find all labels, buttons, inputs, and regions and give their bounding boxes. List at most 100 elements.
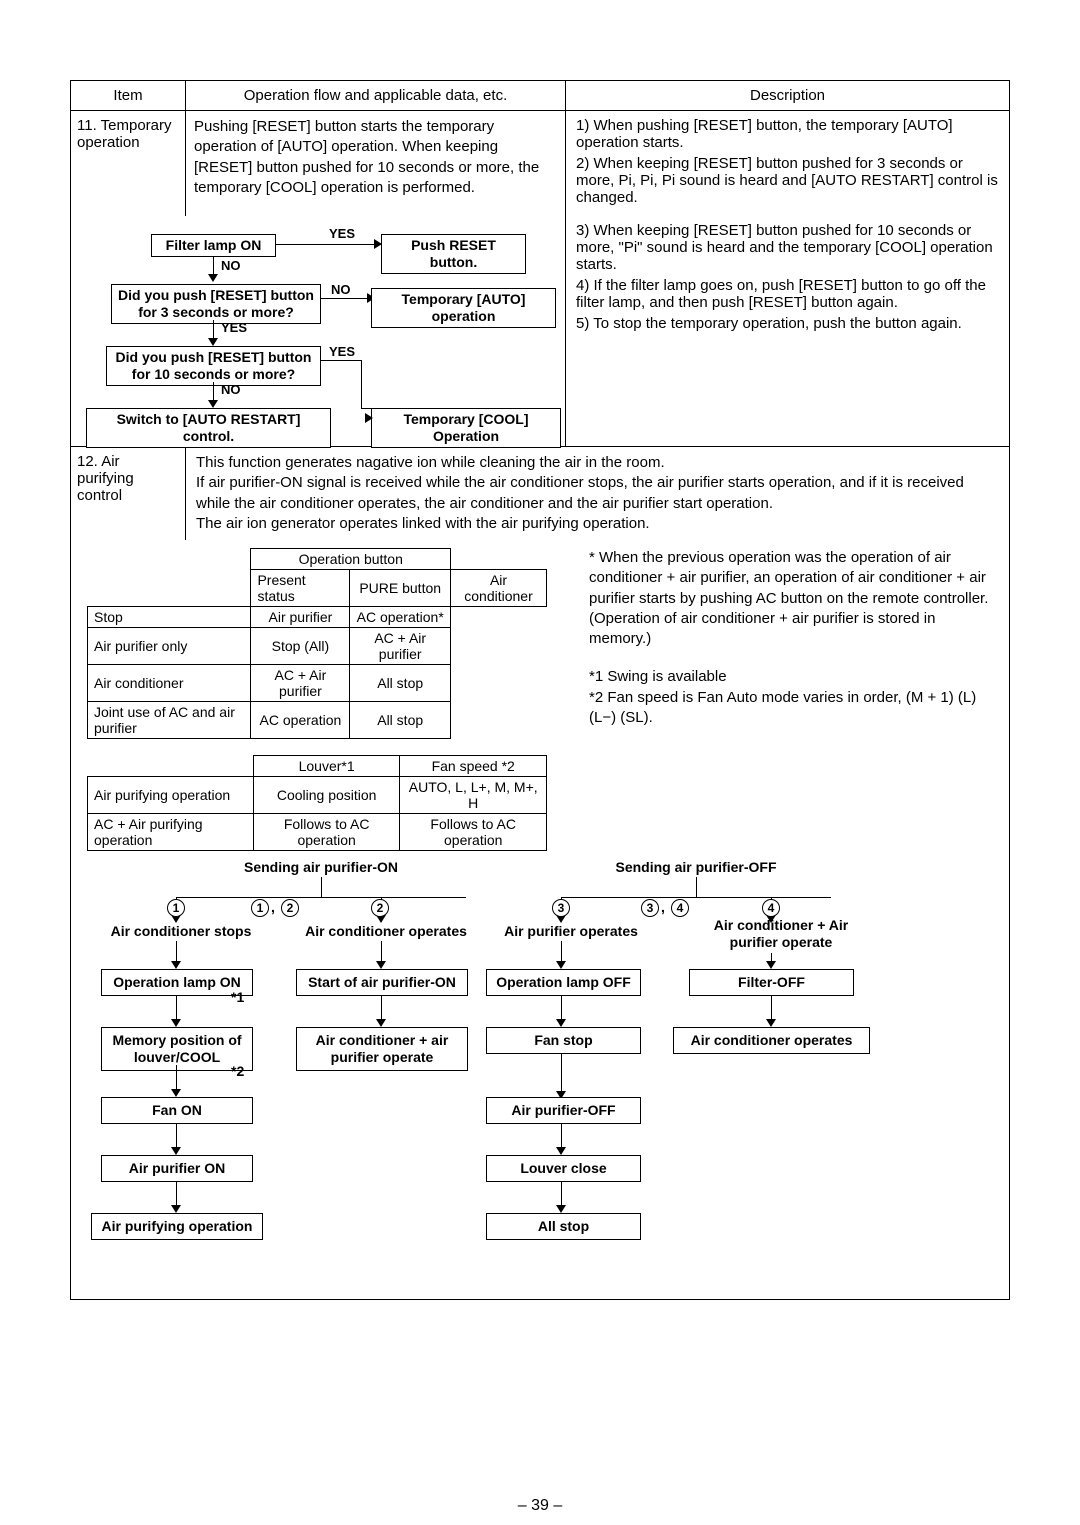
box-all-stop: All stop — [486, 1213, 641, 1240]
box-auto-restart: Switch to [AUTO RESTART] control. — [86, 408, 331, 448]
box-filter-lamp: Filter lamp ON — [151, 234, 276, 257]
txt-send-on: Sending air purifier-ON — [221, 859, 421, 876]
sec11-d4: 4) If the filter lamp goes on, push [RES… — [576, 277, 999, 311]
sec12-intro-text: This function generates nagative ion whi… — [196, 453, 999, 534]
line — [696, 877, 697, 897]
box-auto-op: Temporary [AUTO] operation — [371, 288, 556, 328]
circ-3b: 3 — [641, 899, 659, 917]
txt-ac-operates: Air conditioner operates — [291, 923, 481, 940]
sec11-d3: 3) When keeping [RESET] button pushed fo… — [576, 222, 999, 273]
arrow-down-icon — [376, 1019, 386, 1027]
cell: Air purifier — [251, 607, 350, 628]
arrow-down-icon — [208, 338, 218, 346]
sec11-desc-col2: 3) When keeping [RESET] button pushed fo… — [566, 216, 1009, 446]
arrow-down-icon — [556, 1205, 566, 1213]
star1: *1 Swing is available — [589, 667, 997, 687]
lbl-yes: YES — [329, 226, 355, 241]
louver-table: Louver*1 Fan speed *2 Air purifying oper… — [87, 755, 547, 851]
arrow-down-icon — [766, 961, 776, 969]
state-table: Operation button Present status PURE but… — [87, 548, 547, 739]
cell: AC operation* — [350, 607, 451, 628]
arrow-down-icon — [766, 1019, 776, 1027]
line — [381, 995, 382, 1021]
txt-ac-stops: Air conditioner stops — [91, 923, 271, 940]
cell: Follows to AC operation — [400, 814, 547, 851]
box-louver-close: Louver close — [486, 1155, 641, 1182]
arrow-right-icon — [365, 413, 373, 423]
sec11-d2: 2) When keeping [RESET] button pushed fo… — [576, 155, 999, 206]
line — [176, 1065, 177, 1091]
box-ap-oper: Air purifying operation — [91, 1213, 263, 1240]
line — [361, 408, 371, 409]
sec11-item: 11. Temporary operation — [71, 111, 186, 216]
arrow-down-icon — [208, 274, 218, 282]
box-fan-stop: Fan stop — [486, 1027, 641, 1054]
hdr-flow: Operation flow and applicable data, etc. — [186, 81, 566, 111]
circ-4a: 4 — [671, 899, 689, 917]
cell: Fan speed *2 — [400, 756, 547, 777]
arrow-down-icon — [171, 1205, 181, 1213]
cell: AC operation — [251, 702, 350, 739]
t1-present: Present status — [251, 570, 350, 607]
line — [321, 298, 369, 299]
txt-ac-ap-operate: Air conditioner + Air purifier operate — [696, 917, 866, 951]
t1-ac: Air conditioner — [451, 570, 547, 607]
arrow-down-icon — [171, 1019, 181, 1027]
box-cool-op: Temporary [COOL] Operation — [371, 408, 561, 448]
circ-2: 2 — [371, 899, 389, 917]
line — [213, 382, 214, 402]
circ-2a: 2 — [281, 899, 299, 917]
line — [381, 941, 382, 963]
section-11-flow: Filter lamp ON Push RESET button. YES NO… — [71, 216, 1009, 447]
line — [561, 1181, 562, 1207]
line — [561, 1123, 562, 1149]
cell: All stop — [350, 665, 451, 702]
line — [321, 360, 361, 361]
line — [771, 995, 772, 1021]
lbl-no3: NO — [221, 382, 241, 397]
cell: Air purifying operation — [88, 777, 254, 814]
box-op-lamp-off: Operation lamp OFF — [486, 969, 641, 996]
box-filter-off: Filter-OFF — [689, 969, 854, 996]
arrow-down-icon — [171, 1147, 181, 1155]
sec11-item-text: 11. Temporary operation — [77, 117, 179, 151]
circ-1b: 1 — [251, 899, 269, 917]
box-fan-on: Fan ON — [101, 1097, 253, 1124]
txt-send-off: Sending air purifier-OFF — [596, 859, 796, 876]
line — [176, 1123, 177, 1149]
txt-ap-operates: Air purifier operates — [486, 923, 656, 940]
cell: Air conditioner — [88, 665, 251, 702]
arrow-down-icon — [556, 961, 566, 969]
circ-4: 4 — [762, 899, 780, 917]
section-11-intro: 11. Temporary operation Pushing [RESET] … — [71, 111, 1009, 216]
circ-3: 3 — [552, 899, 570, 917]
circ-1: 1 — [167, 899, 185, 917]
box-start-ap: Start of air purifier-ON — [296, 969, 468, 996]
cell: Joint use of AC and air purifier — [88, 702, 251, 739]
star2-label: *2 — [231, 1063, 244, 1080]
sec12-item-text: 12. Air purifying control — [77, 453, 179, 504]
sec11-d5: 5) To stop the temporary operation, push… — [576, 315, 999, 332]
section-12-top: 12. Air purifying control This function … — [71, 447, 1009, 540]
box-q3s: Did you push [RESET] button for 3 second… — [111, 284, 321, 324]
arrow-down-icon — [556, 1019, 566, 1027]
flow11-canvas: Filter lamp ON Push RESET button. YES NO… — [71, 216, 566, 446]
arrow-down-icon — [376, 961, 386, 969]
box-ap-off: Air purifier-OFF — [486, 1097, 641, 1124]
arrow-down-icon — [208, 400, 218, 408]
right-note: * When the previous operation was the op… — [589, 548, 997, 649]
line — [176, 995, 177, 1021]
line — [561, 1053, 562, 1093]
t1-pure: PURE button — [350, 570, 451, 607]
tables-right-notes: * When the previous operation was the op… — [571, 540, 1009, 859]
box-ac-ap-op2: Air conditioner + air purifier operate — [296, 1027, 468, 1071]
sec11-desc-col: 1) When pushing [RESET] button, the temp… — [566, 111, 1009, 216]
line — [561, 897, 831, 898]
sec12-item: 12. Air purifying control — [71, 447, 186, 540]
line — [276, 244, 381, 245]
cell: AUTO, L, L+, M, M+, H — [400, 777, 547, 814]
sec11-flow-intro: Pushing [RESET] button starts the tempor… — [186, 111, 566, 216]
arrow-down-icon — [556, 1147, 566, 1155]
cell: All stop — [350, 702, 451, 739]
box-ap-on: Air purifier ON — [101, 1155, 253, 1182]
